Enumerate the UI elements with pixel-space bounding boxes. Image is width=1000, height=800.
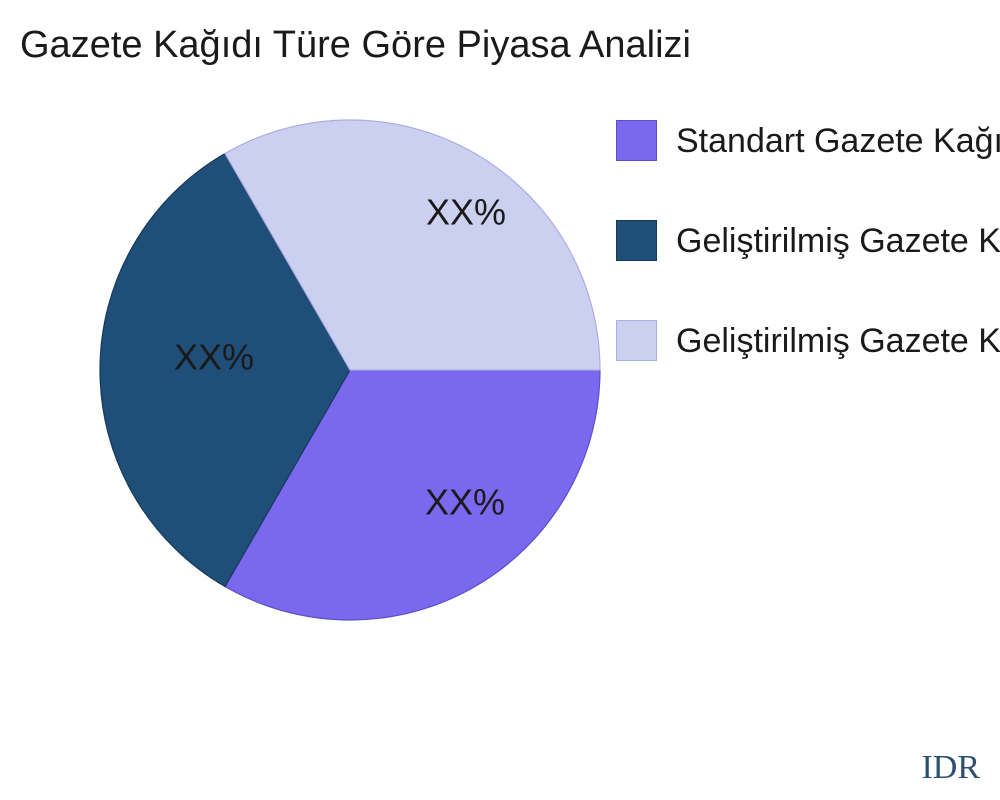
svg-text:XX%: XX% — [425, 482, 505, 523]
svg-text:XX%: XX% — [174, 337, 254, 378]
svg-text:XX%: XX% — [426, 192, 506, 233]
